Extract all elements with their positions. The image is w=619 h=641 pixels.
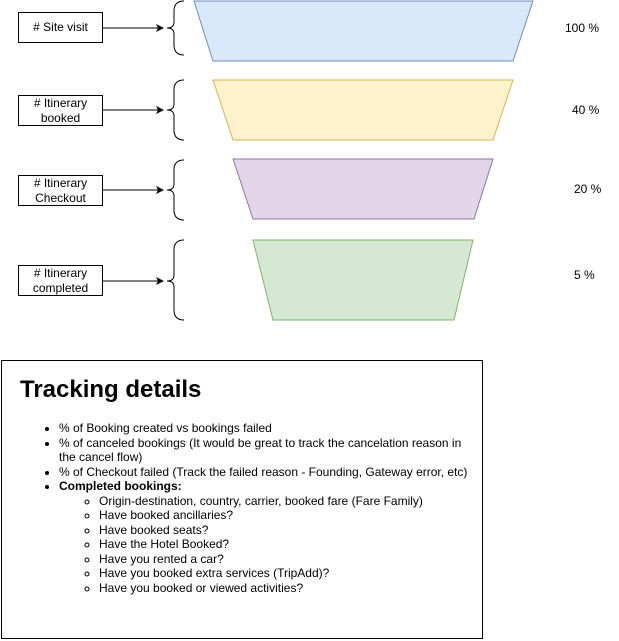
- stage-1-percent: 100 %: [565, 21, 600, 35]
- stage-3-percent: 20 %: [574, 182, 602, 196]
- funnel-stage-4-shape: [252, 239, 474, 321]
- stage-3-label-line-2: Checkout: [35, 190, 86, 205]
- funnel-stage-3-shape: [232, 158, 494, 220]
- tracking-details-title: Tracking details: [20, 376, 202, 403]
- completed-item-6: Have you booked extra services (TripAdd)…: [99, 566, 469, 581]
- tracking-item-completed: Completed bookings: Origin-destination, …: [59, 479, 469, 595]
- funnel-diagram: [103, 0, 534, 321]
- completed-item-3: Have booked seats?: [99, 523, 469, 538]
- completed-item-4: Have the Hotel Booked?: [99, 537, 469, 552]
- stage-1-brace: [166, 0, 185, 56]
- stage-2-percent: 40 %: [572, 103, 600, 117]
- stage-2-label-line-2: booked: [40, 110, 81, 125]
- funnel-stage-2-shape: [212, 79, 514, 141]
- stage-3-label-line-1: # Itinerary: [33, 175, 88, 190]
- stage-4-label-line-1: # Itinerary: [33, 265, 88, 280]
- completed-item-2: Have booked ancillaries?: [99, 508, 469, 523]
- stage-4-percent: 5 %: [574, 268, 595, 282]
- stage-2-label-line-1: # Itinerary: [33, 95, 88, 110]
- tracking-item-1: % of Booking created vs bookings failed: [59, 421, 469, 436]
- stage-3-brace: [166, 159, 185, 221]
- stage-2-label: # Itinerary booked: [18, 95, 103, 126]
- stage-1-label-text: # Site visit: [33, 20, 88, 34]
- completed-item-1: Origin-destination, country, carrier, bo…: [99, 494, 469, 509]
- stage-4-brace: [166, 239, 185, 321]
- tracking-list: % of Booking created vs bookings failed …: [18, 421, 469, 595]
- stage-2-brace: [166, 79, 185, 141]
- stage-3-label: # Itinerary Checkout: [18, 175, 103, 206]
- tracking-item-3: % of Checkout failed (Track the failed r…: [59, 465, 469, 480]
- completed-item-7: Have you booked or viewed activities?: [99, 581, 469, 596]
- stage-1-label: # Site visit: [18, 12, 103, 43]
- completed-item-5: Have you rented a car?: [99, 552, 469, 567]
- completed-bookings-list: Origin-destination, country, carrier, bo…: [59, 494, 469, 596]
- completed-bookings-heading: Completed bookings:: [59, 479, 182, 493]
- stage-4-label-line-2: completed: [32, 280, 89, 295]
- stage-4-label: # Itinerary completed: [18, 265, 103, 296]
- tracking-item-2: % of canceled bookings (It would be grea…: [59, 436, 469, 465]
- tracking-details-panel: Tracking details % of Booking created vs…: [1, 360, 483, 639]
- funnel-stage-1-shape: [193, 0, 534, 62]
